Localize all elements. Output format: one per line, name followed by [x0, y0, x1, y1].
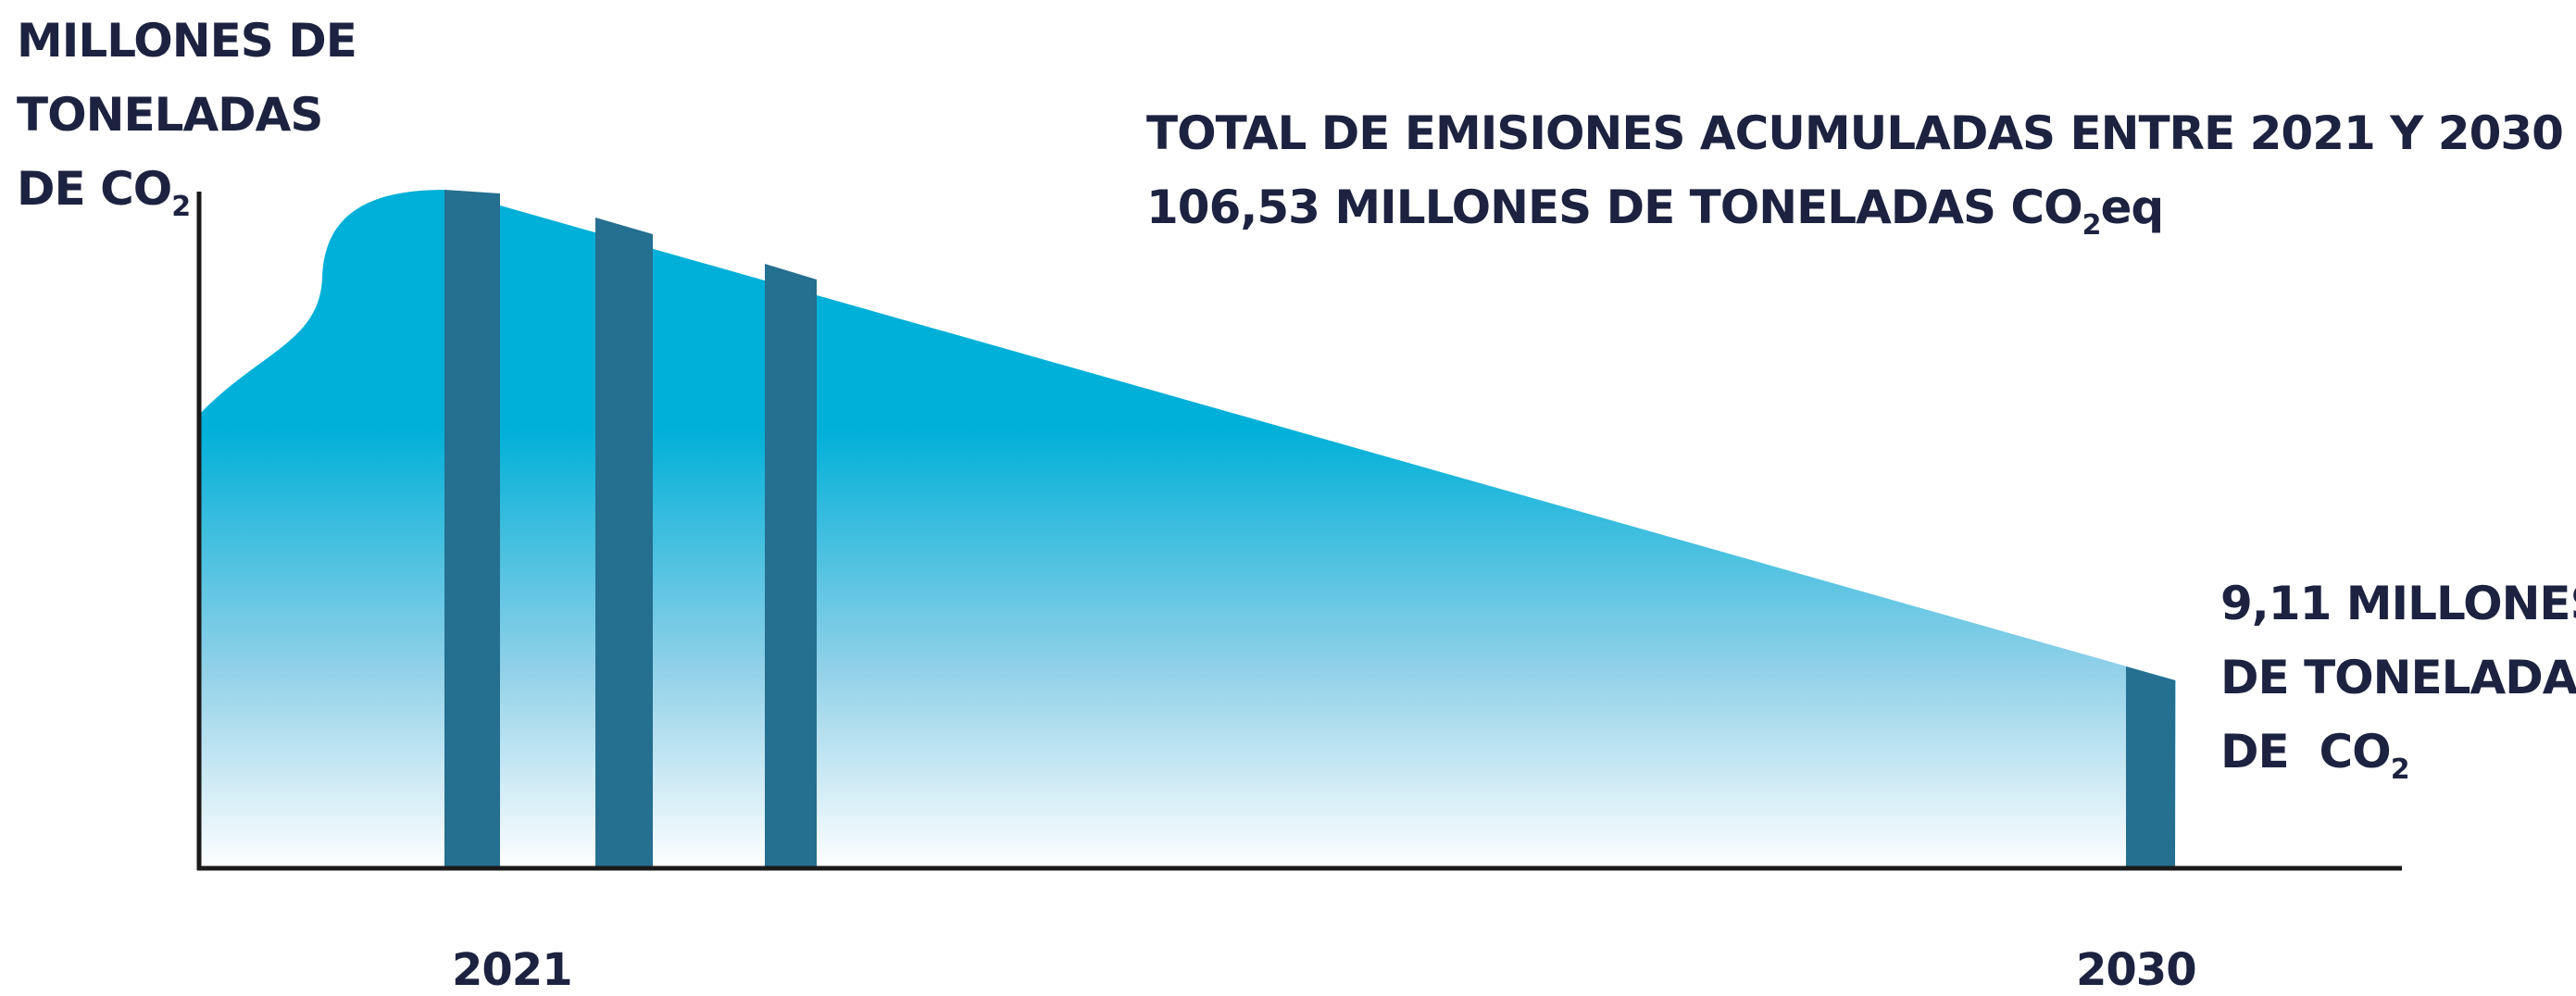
bar-2021 [444, 190, 500, 870]
emissions-area [199, 190, 2176, 870]
y-axis-label-line1: MILLONES DE [17, 14, 357, 68]
y-axis-label: MILLONES DE TONELADAS DE CO2 [17, 4, 357, 233]
total-line2: 106,53 MILLONES DE TONELADAS CO2eq [1146, 181, 2164, 242]
end-line2: DE TONELADAS [2220, 651, 2576, 704]
total-line1: TOTAL DE EMISIONES ACUMULADAS ENTRE 2021… [1146, 106, 2576, 160]
bar-2030 [2126, 666, 2175, 870]
y-axis-label-line2: TONELADAS [17, 88, 323, 142]
x-tick-label-2030: 2030 [2076, 944, 2197, 996]
bar-2023 [765, 264, 817, 870]
y-axis-label-line3: DE CO2 [17, 162, 191, 223]
end-value-annotation: 9,11 MILLONES DE TONELADAS DE CO2 [2220, 566, 2576, 796]
bar-2022 [595, 218, 653, 870]
end-line1: 9,11 MILLONES [2220, 577, 2576, 630]
end-line3: DE CO2 [2220, 725, 2410, 786]
x-tick-label-2021: 2021 [452, 944, 573, 996]
total-emissions-annotation: TOTAL DE EMISIONES ACUMULADAS ENTRE 2021… [1146, 96, 2576, 252]
